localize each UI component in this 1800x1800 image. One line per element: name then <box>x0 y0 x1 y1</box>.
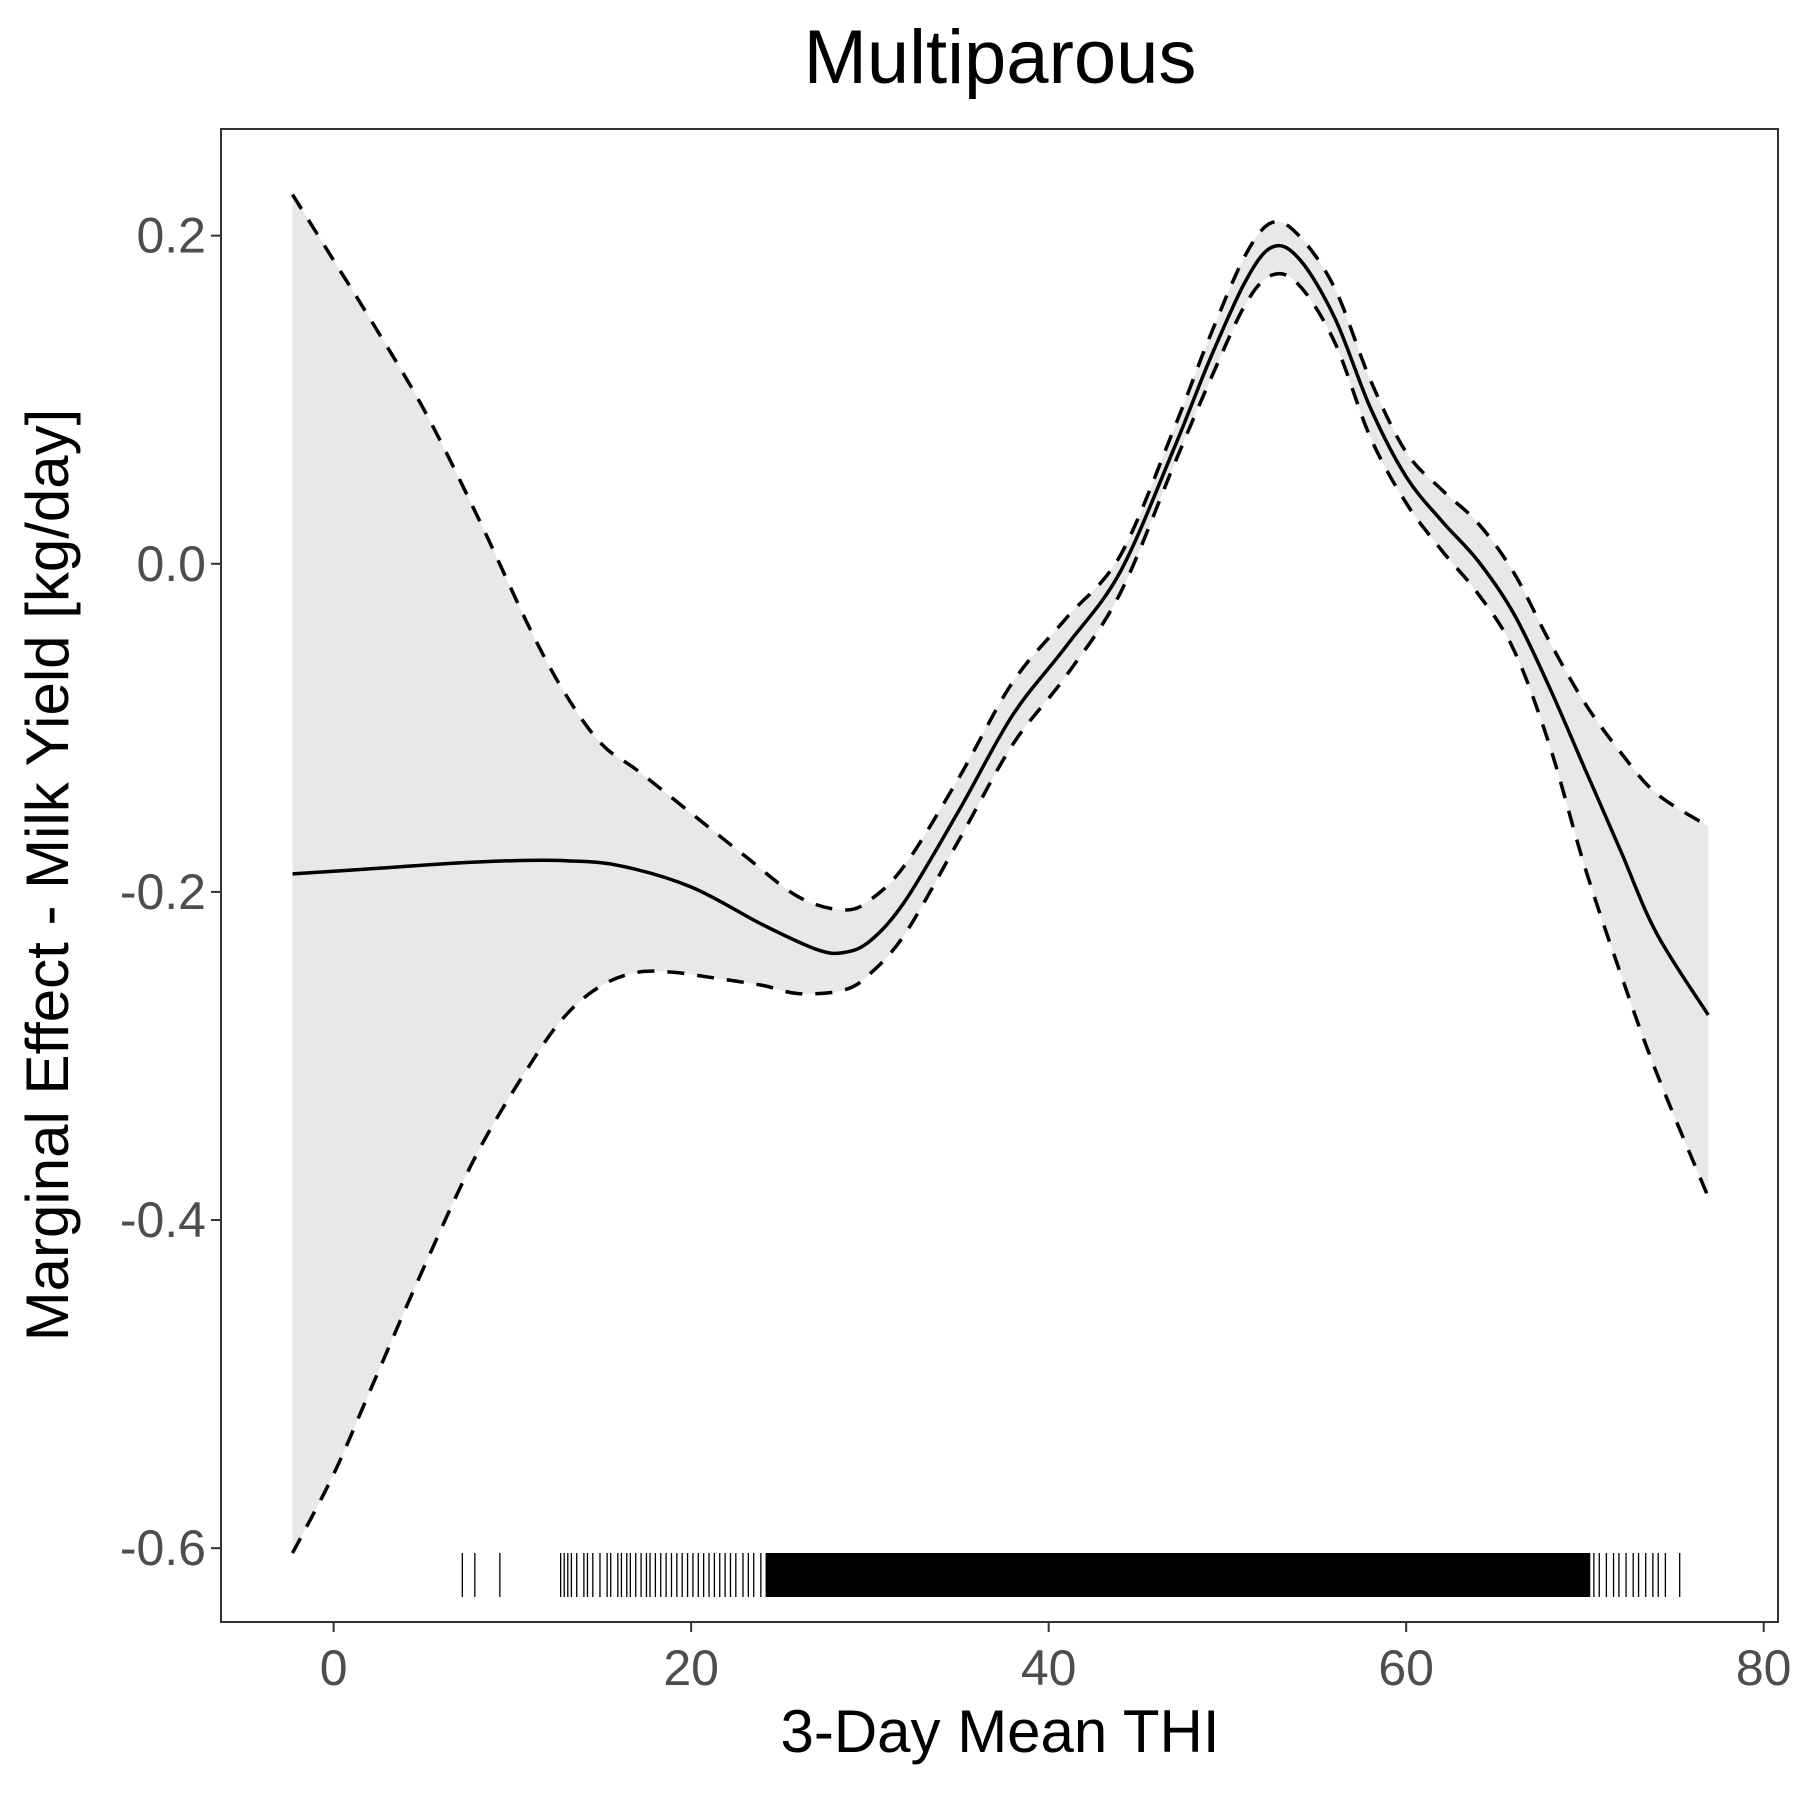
x-tick-label: 0 <box>320 1640 348 1696</box>
series-lower-ci <box>290 271 1710 1554</box>
chart-title: Multiparous <box>804 15 1197 100</box>
y-axis: 0.2 0.0 -0.2 -0.4 -0.6 <box>120 208 221 1576</box>
series-estimate <box>292 243 1710 1016</box>
x-tick-label: 40 <box>1021 1640 1077 1696</box>
y-tick-label: -0.4 <box>120 1192 206 1248</box>
x-axis-title: 3-Day Mean THI <box>780 1698 1219 1765</box>
y-tick-label: 0.2 <box>136 208 206 264</box>
x-tick-label: 60 <box>1378 1640 1434 1696</box>
x-tick-label: 80 <box>1736 1640 1792 1696</box>
y-tick-label: -0.6 <box>120 1520 206 1576</box>
y-tick-label: 0.0 <box>136 536 206 592</box>
rug-dense-block <box>766 1553 1591 1597</box>
confidence-ribbon <box>292 194 1709 1554</box>
x-tick-label: 20 <box>663 1640 719 1696</box>
y-axis-title: Marginal Effect - Milk Yield [kg/day] <box>14 409 81 1342</box>
y-tick-label: -0.2 <box>120 864 206 920</box>
plot-layer <box>290 193 1710 1597</box>
rug <box>461 1553 1681 1597</box>
panel-border <box>220 128 1779 1623</box>
x-axis: 0 20 40 60 80 <box>320 1622 1792 1696</box>
